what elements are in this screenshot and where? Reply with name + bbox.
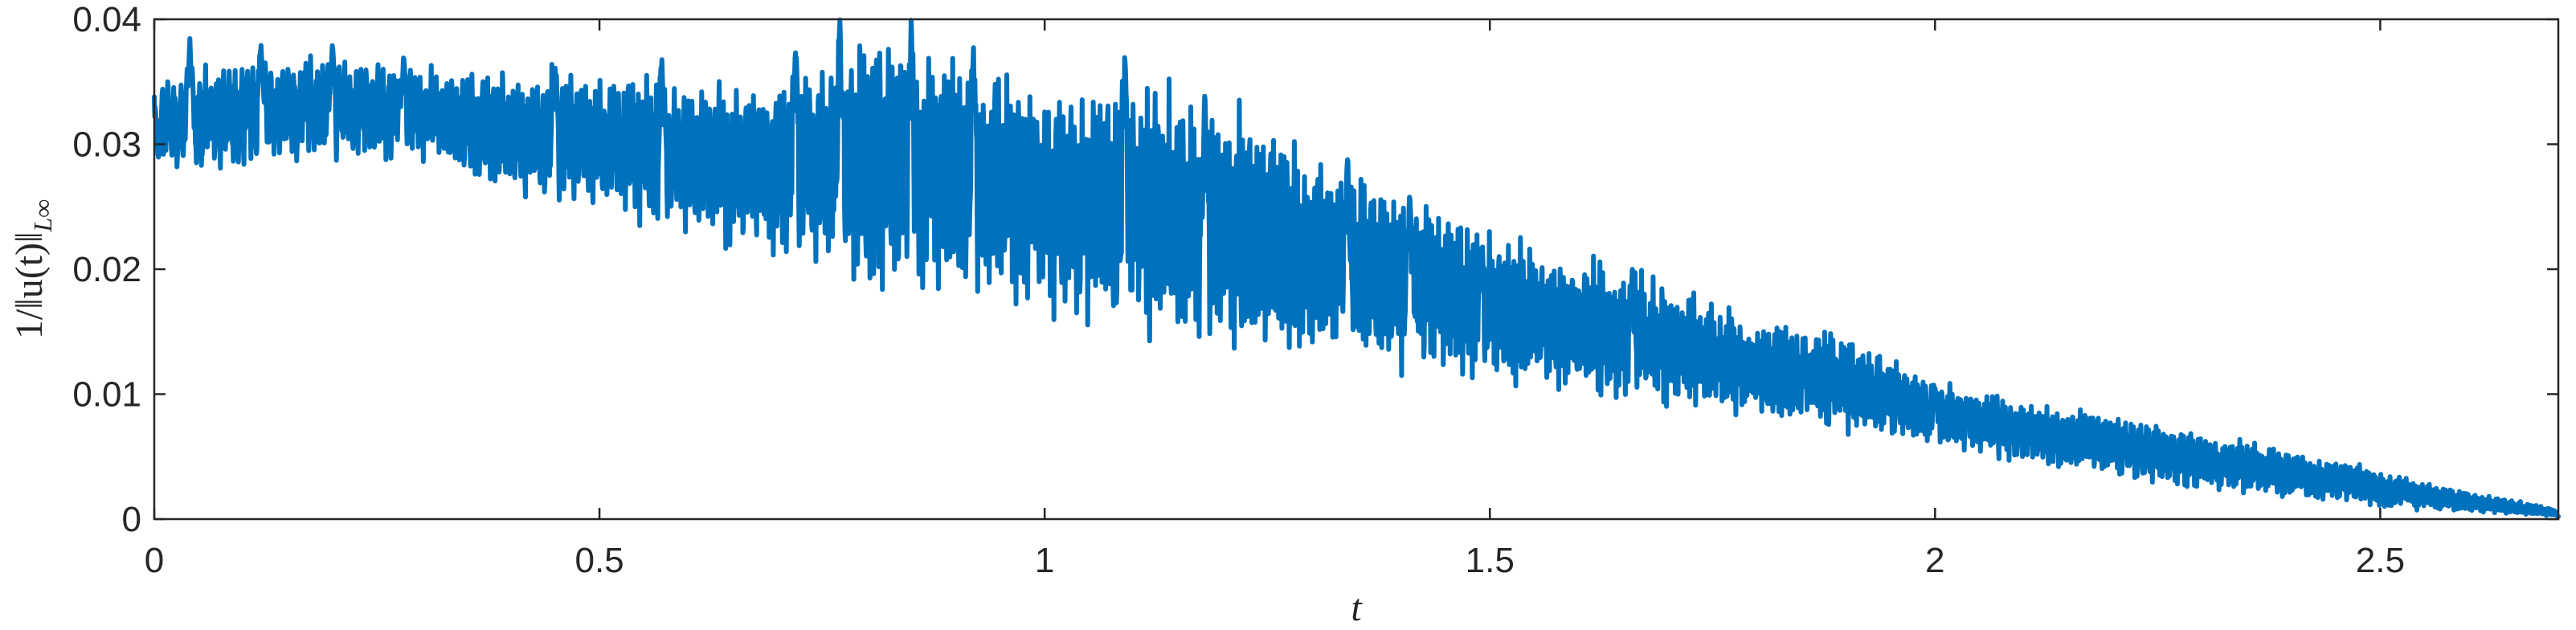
x-tick-label: 2.5 xyxy=(2356,541,2405,580)
y-tick-label: 0.03 xyxy=(72,125,141,165)
y-tick-label: 0.02 xyxy=(72,250,141,289)
x-tick-label: 1 xyxy=(1035,541,1054,580)
series-line xyxy=(152,17,2561,519)
x-tick-label: 2 xyxy=(1925,541,1944,580)
x-axis-ticks: 0 0.5 1 1.5 2 2.5 xyxy=(145,19,2405,580)
y-axis-label: 1/‖u(t)‖L∞ xyxy=(8,199,57,339)
x-tick-label: 1.5 xyxy=(1466,541,1515,580)
y-tick-label: 0.01 xyxy=(72,375,141,415)
y-tick-label: 0.04 xyxy=(72,0,141,39)
x-tick-label: 0 xyxy=(145,541,164,580)
y-axis-label-main: 1/‖u(t)‖ xyxy=(8,232,51,340)
y-axis-label-subscript: L∞ xyxy=(28,199,57,233)
x-tick-label: 0.5 xyxy=(574,541,624,580)
y-tick-label: 0 xyxy=(122,500,141,539)
x-axis-label: t xyxy=(1351,587,1363,629)
series-layer xyxy=(152,17,2561,519)
y-axis-ticks: 0 0.01 0.02 0.03 0.04 xyxy=(72,0,2558,539)
